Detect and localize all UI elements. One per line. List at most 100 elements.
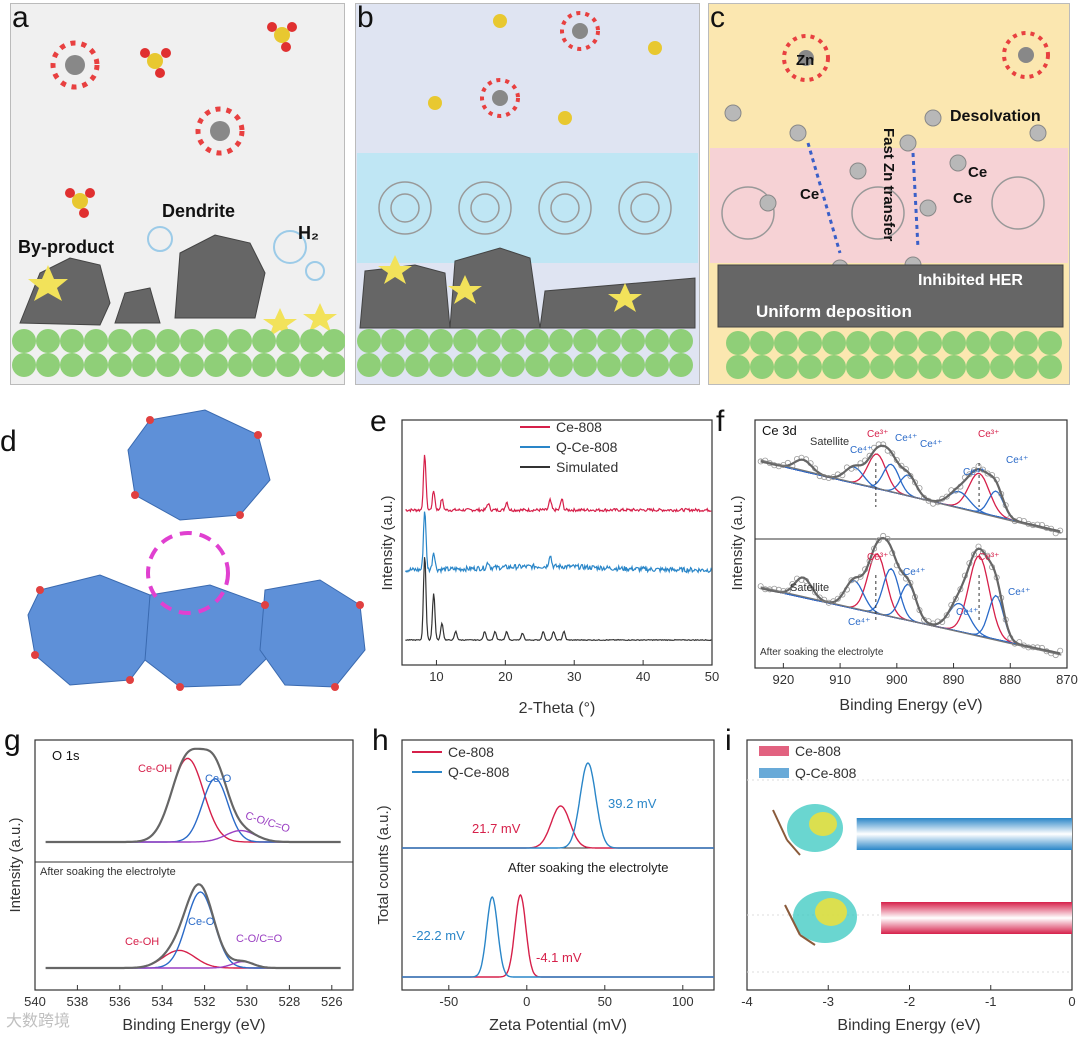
x-axis-tick-label: 528 [279, 994, 301, 1009]
satellite-label-top: Satellite [810, 436, 849, 448]
x-axis-label: Binding Energy (eV) [837, 1017, 980, 1034]
o1s-title: O 1s [52, 748, 80, 763]
x-axis-tick-label: 890 [943, 672, 965, 687]
y-axis-label: Intensity (a.u.) [729, 495, 746, 590]
xrd-chart: Ce-808 Q-Ce-808 Simulated 10 20 30 40 50 2-T… [379, 419, 719, 717]
panel-label-d: d [0, 425, 17, 458]
zeta-curves [402, 762, 714, 978]
xps-curves [45, 747, 341, 970]
x-axis-ticks: 10 20 30 40 50 [429, 660, 719, 684]
value-label-neg4-1: -4.1 mV [536, 950, 582, 965]
zn-substrate [12, 329, 346, 377]
x-axis-label: Zeta Potential (mV) [489, 1017, 627, 1034]
x-axis-tick-label: -1 [985, 994, 997, 1009]
qce808-bar [856, 818, 1072, 850]
data-point [880, 441, 887, 448]
solvated-zn-ion [782, 31, 1050, 82]
panel-label-a: a [12, 1, 29, 34]
ce4-label: Ce⁴⁺ [848, 617, 870, 628]
mof-layer [721, 176, 1045, 240]
plot-frame [34, 739, 354, 991]
panel-label-f: f [716, 405, 725, 438]
zeta-potential-chart: Ce-808 Q-Ce-808 21.7 mV 39.2 mV After so… [375, 739, 715, 1034]
legend: Ce-808 Q-Ce-808 [759, 743, 857, 781]
x-axis-tick-label: 534 [151, 994, 173, 1009]
x-axis-tick-label: 526 [321, 994, 343, 1009]
legend-qce808: Q-Ce-808 [448, 764, 510, 780]
x-axis-tick-label: 900 [886, 672, 908, 687]
satellite-label-bottom: Satellite [790, 582, 829, 594]
data-point [943, 493, 950, 500]
plot-frame [401, 739, 715, 991]
legend-qce808: Q-Ce-808 [795, 765, 857, 781]
ce808-curve [402, 805, 714, 849]
x-axis-ticks: 540 538 536 534 532 530 528 526 [24, 985, 343, 1009]
mof-layer [378, 181, 672, 235]
ce4-label: Ce⁴⁺ [1006, 455, 1028, 466]
sulfate-ion [140, 48, 171, 78]
panel-d: d [0, 395, 370, 715]
ce4-label: Ce⁴⁺ [850, 445, 872, 456]
sulfate-ion [65, 188, 95, 218]
uniform-zn-deposit [717, 264, 1064, 328]
x-axis-tick-label: 920 [773, 672, 795, 687]
value-label-39-2: 39.2 mV [608, 796, 657, 811]
y-axis-label: Intensity (a.u.) [379, 495, 396, 590]
panel-g: O 1s Ce-OH Ce-O C-O/C=O After soaking th… [0, 724, 370, 1037]
h2-label: H₂ [298, 223, 319, 243]
x-axis-tick-label: 532 [194, 994, 216, 1009]
x-axis-tick-label: 530 [236, 994, 258, 1009]
x-axis-ticks: -4 -3 -2 -1 0 [741, 985, 1076, 1009]
qce808-curve [402, 896, 714, 978]
zn-label: Zn [796, 52, 814, 69]
panel-a-illustration: Dendrite By-product H₂ [9, 2, 346, 386]
x-axis-tick-label: -3 [822, 994, 834, 1009]
legend-ce808: Ce-808 [795, 743, 841, 759]
legend-qce808: Q-Ce-808 [556, 439, 618, 455]
panel-b: b [354, 1, 701, 386]
x-axis-tick-label: -50 [439, 994, 458, 1009]
plot-frame [754, 419, 1068, 669]
byproduct-crystal [378, 255, 642, 312]
zn-transfer-arrow [806, 142, 920, 254]
uniform-deposition-label: Uniform deposition [756, 302, 912, 321]
value-label-21-7: 21.7 mV [472, 821, 521, 836]
qce808-curve [402, 762, 714, 849]
ce-label: Ce [800, 186, 819, 203]
x-axis-label: Binding Energy (eV) [122, 1017, 265, 1034]
legend-simulated: Simulated [556, 459, 618, 475]
envelope-line [45, 883, 341, 970]
x-axis-tick-label: 100 [672, 994, 694, 1009]
x-axis-tick-label: 10 [429, 669, 443, 684]
ce3-label: Ce³⁺ [978, 552, 999, 563]
legend-ce808: Ce-808 [556, 419, 602, 435]
panel-h: Ce-808 Q-Ce-808 21.7 mV 39.2 mV After so… [370, 724, 725, 1037]
o1s-xps-chart: O 1s Ce-OH Ce-O C-O/C=O After soaking th… [7, 739, 354, 1034]
sulfate-ion [267, 22, 297, 52]
legend-ce808: Ce-808 [448, 744, 494, 760]
ceo-component [98, 777, 299, 843]
ceoh-component [98, 757, 299, 843]
panel-a: Dendrite By-product H₂ a [9, 1, 346, 386]
panel-label-b: b [357, 1, 374, 34]
data-point [875, 537, 882, 544]
x-axis-tick-label: 870 [1056, 672, 1078, 687]
series-simulated-line [405, 557, 712, 642]
x-axis-tick-label: 540 [24, 994, 46, 1009]
x-axis-tick-label: 50 [705, 669, 719, 684]
ce-label: Ce [953, 190, 972, 207]
ce3-label: Ce³⁺ [867, 552, 888, 563]
background-line [760, 459, 1062, 534]
coc-label: C-O/C=O [236, 933, 283, 945]
solvated-zn-ion [480, 11, 600, 118]
x-axis-label: Binding Energy (eV) [839, 697, 982, 714]
ce4-label: Ce⁴⁺ [903, 567, 925, 578]
zn-substrate [357, 329, 693, 377]
x-axis-tick-label: 30 [567, 669, 581, 684]
ceo-label: Ce-O [188, 916, 215, 928]
xps-curves [757, 441, 1064, 659]
series-ce808-line [405, 454, 712, 513]
ce4-label: Ce⁴⁺ [920, 439, 942, 450]
x-axis-label: 2-Theta (°) [519, 700, 596, 717]
panel-b-illustration [354, 2, 701, 386]
